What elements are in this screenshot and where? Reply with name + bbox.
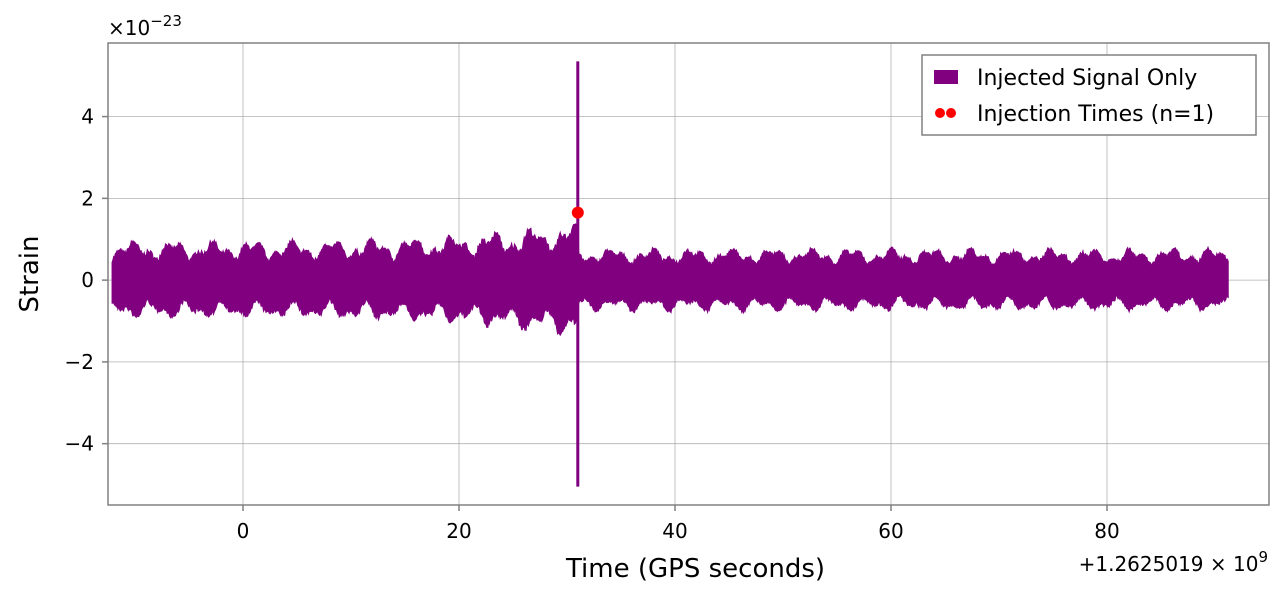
y-tick-label: −4 — [65, 432, 94, 456]
x-tick-label: 60 — [878, 519, 903, 543]
x-tick-label: 0 — [237, 519, 250, 543]
signal-series — [111, 61, 1229, 487]
x-axis-label: Time (GPS seconds) — [565, 554, 825, 584]
x-ticks: 0 20 40 60 80 — [237, 505, 1120, 543]
legend-injection-marker — [935, 108, 945, 118]
y-ticks: −4 −2 0 2 4 — [65, 105, 108, 456]
legend: Injected Signal Only Injection Times (n=… — [921, 54, 1257, 136]
signal-envelope — [111, 223, 1229, 337]
injection-point — [571, 206, 584, 219]
legend-signal-label: Injected Signal Only — [977, 66, 1197, 91]
y-multiplier-times: × — [108, 16, 125, 40]
x-tick-label: 80 — [1094, 519, 1119, 543]
x-offset: +1.2625019 × 109 — [1079, 548, 1268, 576]
injection-series — [571, 206, 584, 219]
y-multiplier-exponent: −23 — [150, 12, 182, 30]
legend-injection-marker — [946, 108, 956, 118]
x-tick-label: 20 — [446, 519, 471, 543]
y-tick-label: 2 — [81, 186, 94, 210]
y-tick-label: −2 — [65, 350, 94, 374]
y-axis-label: Strain — [15, 235, 45, 312]
plot-frame — [107, 42, 1270, 506]
x-offset-exponent: 9 — [1258, 548, 1268, 566]
legend-signal-swatch — [934, 70, 958, 84]
x-offset-times: × 10 — [1204, 552, 1259, 576]
x-tick-label: 40 — [662, 519, 687, 543]
x-offset-value: +1.2625019 — [1079, 552, 1204, 576]
y-tick-label: 0 — [81, 268, 94, 292]
legend-injection-label: Injection Times (n=1) — [977, 102, 1214, 127]
y-multiplier: ×10−23 — [108, 12, 182, 40]
legend-box — [921, 54, 1257, 136]
y-tick-label: 4 — [81, 105, 94, 129]
y-multiplier-base: 10 — [125, 16, 150, 40]
